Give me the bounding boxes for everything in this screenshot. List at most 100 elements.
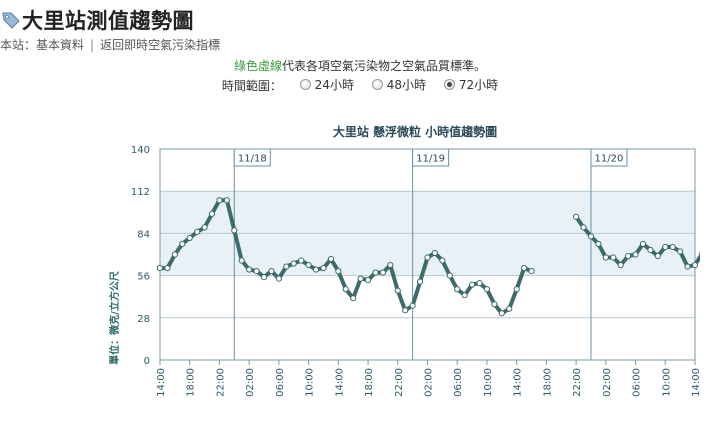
data-point[interactable] [254, 268, 259, 273]
data-point[interactable] [180, 241, 185, 246]
data-point[interactable] [417, 279, 422, 284]
data-point[interactable] [469, 282, 474, 287]
data-point[interactable] [507, 306, 512, 311]
data-point[interactable] [633, 252, 638, 257]
data-point[interactable] [603, 255, 608, 260]
radio-48h[interactable]: 48小時 [372, 76, 426, 93]
time-range: 時間範圍： 24小時 48小時 72小時 [0, 76, 720, 94]
data-point[interactable] [388, 262, 393, 267]
data-point[interactable] [239, 258, 244, 263]
nav-separator: | [90, 38, 94, 52]
day-marker-label: 11/20 [595, 154, 624, 165]
x-tick-label: 02:00 [424, 368, 435, 397]
data-point[interactable] [499, 311, 504, 316]
data-point[interactable] [596, 241, 601, 246]
data-point[interactable] [380, 270, 385, 275]
data-point[interactable] [663, 244, 668, 249]
data-point[interactable] [678, 249, 683, 254]
data-point[interactable] [195, 229, 200, 234]
data-point[interactable] [492, 302, 497, 307]
radio-72h-label: 72小時 [459, 76, 498, 93]
note-green-text: 綠色虛線 [234, 59, 282, 73]
data-point[interactable] [187, 235, 192, 240]
chart-title: 大里站 懸浮微粒 小時值趨勢圖 [333, 124, 497, 139]
x-tick-label: 10:00 [305, 368, 316, 397]
data-point[interactable] [670, 244, 675, 249]
data-point[interactable] [640, 241, 645, 246]
data-point[interactable] [685, 264, 690, 269]
data-point[interactable] [403, 308, 408, 313]
data-point[interactable] [514, 287, 519, 292]
data-point[interactable] [373, 270, 378, 275]
x-tick-label: 06:00 [632, 368, 643, 397]
data-point[interactable] [655, 253, 660, 258]
data-point[interactable] [462, 293, 467, 298]
data-point[interactable] [269, 268, 274, 273]
radio-72h[interactable]: 72小時 [444, 76, 498, 93]
data-point[interactable] [626, 253, 631, 258]
x-tick-label: 14:00 [334, 368, 345, 397]
data-point[interactable] [574, 214, 579, 219]
data-point[interactable] [521, 265, 526, 270]
radio-48h-label: 48小時 [387, 76, 426, 93]
data-point[interactable] [157, 265, 162, 270]
x-tick-label: 06:00 [275, 368, 286, 397]
data-point[interactable] [313, 267, 318, 272]
data-point[interactable] [328, 256, 333, 261]
data-point[interactable] [261, 275, 266, 280]
x-tick-label: 14:00 [156, 368, 167, 397]
data-point[interactable] [351, 296, 356, 301]
data-point[interactable] [529, 268, 534, 273]
radio-24h[interactable]: 24小時 [300, 76, 354, 93]
radio-72h-dot[interactable] [444, 79, 455, 90]
data-point[interactable] [165, 265, 170, 270]
data-point[interactable] [358, 276, 363, 281]
basic-info-link[interactable]: 基本資料 [36, 38, 84, 52]
radio-24h-dot[interactable] [300, 79, 311, 90]
data-point[interactable] [172, 252, 177, 257]
data-point[interactable] [276, 276, 281, 281]
data-point[interactable] [432, 250, 437, 255]
back-to-aqi-link[interactable]: 返回即時空氣污染指標 [100, 38, 220, 52]
data-point[interactable] [447, 273, 452, 278]
data-point[interactable] [477, 281, 482, 286]
data-point[interactable] [217, 198, 222, 203]
data-point[interactable] [306, 262, 311, 267]
data-point[interactable] [455, 287, 460, 292]
data-point[interactable] [291, 261, 296, 266]
radio-48h-dot[interactable] [372, 79, 383, 90]
y-tick-label: 84 [137, 229, 150, 240]
x-tick-label: 18:00 [186, 368, 197, 397]
data-point[interactable] [336, 268, 341, 273]
data-point[interactable] [611, 255, 616, 260]
data-point[interactable] [395, 288, 400, 293]
x-tick-label: 10:00 [661, 368, 672, 397]
tag-icon [2, 11, 20, 29]
x-tick-label: 02:00 [602, 368, 613, 397]
data-point[interactable] [588, 234, 593, 239]
data-point[interactable] [410, 303, 415, 308]
data-point[interactable] [232, 228, 237, 233]
data-point[interactable] [224, 198, 229, 203]
data-point[interactable] [440, 258, 445, 263]
data-point[interactable] [365, 278, 370, 283]
data-point[interactable] [284, 264, 289, 269]
x-tick-label: 22:00 [394, 368, 405, 397]
data-point[interactable] [209, 211, 214, 216]
y-tick-label: 56 [137, 272, 150, 283]
data-point[interactable] [581, 225, 586, 230]
data-point[interactable] [425, 255, 430, 260]
page-title: 大里站測值趨勢圖 [22, 5, 194, 35]
data-point[interactable] [202, 225, 207, 230]
data-point[interactable] [618, 262, 623, 267]
data-point[interactable] [299, 258, 304, 263]
day-marker-label: 11/19 [416, 154, 445, 165]
data-point[interactable] [648, 247, 653, 252]
data-point[interactable] [484, 287, 489, 292]
data-point[interactable] [692, 262, 697, 267]
breadcrumb: 本站：基本資料|返回即時空氣污染指標 [0, 36, 220, 53]
data-point[interactable] [247, 267, 252, 272]
data-point[interactable] [321, 265, 326, 270]
data-point[interactable] [343, 287, 348, 292]
